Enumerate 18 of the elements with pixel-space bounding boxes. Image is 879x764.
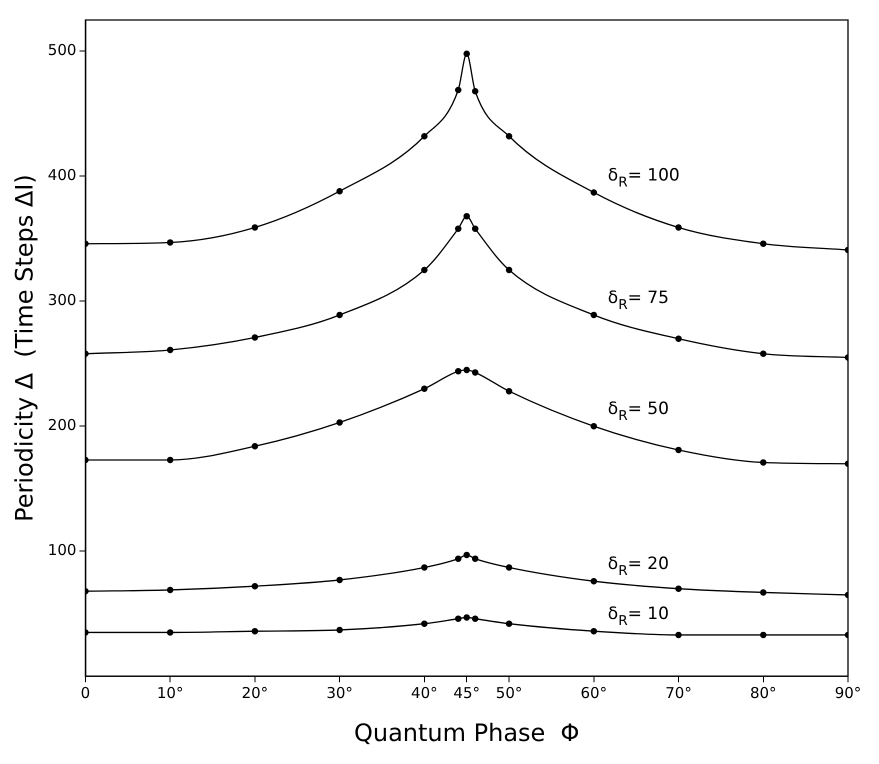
y-tick-label: 500 — [48, 41, 76, 60]
y-tick-label: 300 — [48, 291, 76, 310]
x-tick-label: 20° — [242, 684, 268, 702]
y-tick-label: 200 — [48, 416, 76, 434]
x-tick-label: 90° — [834, 684, 862, 702]
x-tick-label: 50° — [496, 684, 522, 702]
x-tick-label: 30° — [326, 684, 353, 702]
x-tick-label: 10° — [156, 684, 184, 702]
x-tick-label: 0 — [80, 684, 90, 702]
y-tick-label: 400 — [48, 166, 76, 184]
y-tick-label: 100 — [48, 541, 76, 560]
x-tick-label: 60° — [580, 684, 608, 702]
x-tick-label: 80° — [750, 684, 777, 702]
x-tick-label: 45° — [453, 684, 480, 702]
y-axis-title: Periodicity Δ (Time Steps ΔI) — [10, 174, 39, 522]
x-tick-label: 40° — [411, 684, 438, 702]
x-tick-label: 70° — [665, 684, 692, 702]
x-axis-title: Quantum Phase Φ — [354, 718, 580, 747]
